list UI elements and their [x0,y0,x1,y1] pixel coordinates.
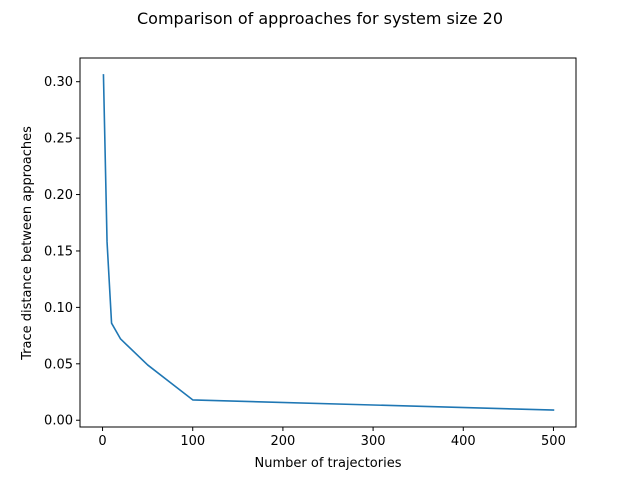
y-tick-label: 0.00 [44,414,73,429]
y-axis-ticks: 0.00 0.05 0.10 0.15 0.20 0.25 0.30 [44,75,80,429]
y-axis-label: Trace distance between approaches [20,126,35,361]
x-tick-label: 300 [361,434,386,449]
y-tick-label: 0.10 [44,301,73,316]
series-layer [102,74,555,411]
x-tick-label: 500 [541,434,566,449]
y-tick-label: 0.15 [44,244,73,259]
x-tick-label: 0 [98,434,106,449]
y-tick-label: 0.05 [44,357,73,372]
chart-title: Comparison of approaches for system size… [137,9,503,28]
x-tick-label: 200 [270,434,295,449]
x-tick-label: 400 [451,434,476,449]
x-axis-ticks: 0 100 200 300 400 500 [98,427,566,449]
plot-area-frame [79,57,577,428]
y-tick-label: 0.25 [44,132,73,147]
series-line-0 [102,74,555,411]
x-tick-label: 100 [180,434,205,449]
y-tick-label: 0.30 [44,75,73,90]
x-axis-label: Number of trajectories [255,456,402,471]
y-tick-label: 0.20 [44,188,73,203]
